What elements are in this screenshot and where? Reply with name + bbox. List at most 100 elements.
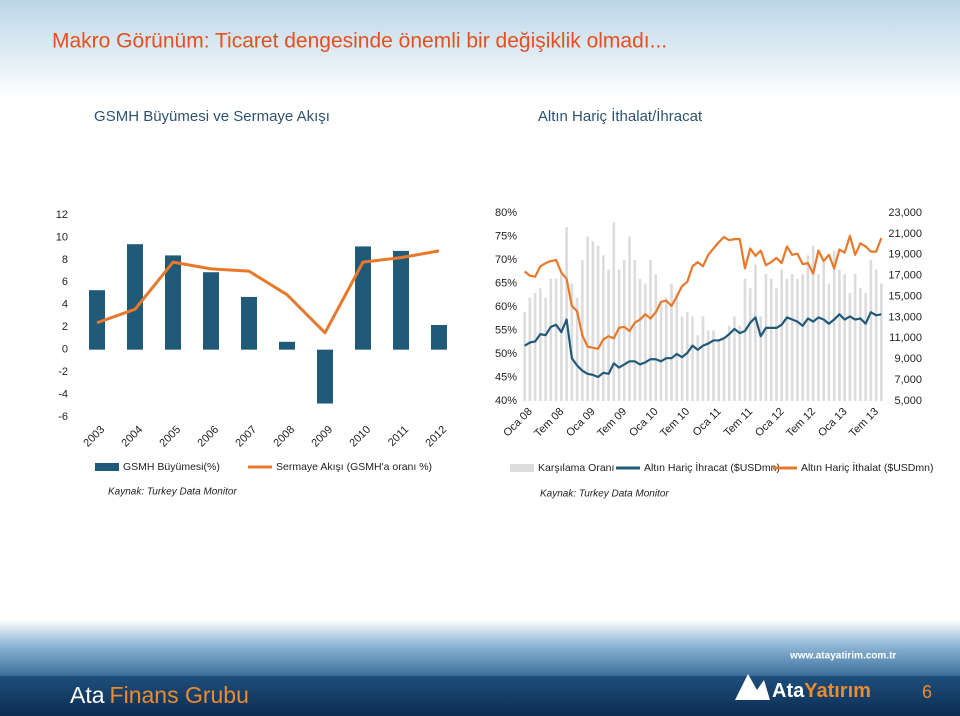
legend-label: Sermaye Akışı (GSMH'a oranı %) [276,461,432,473]
slide-title: Makro Görünüm: Ticaret dengesinde önemli… [52,30,667,53]
url: www.atayatirim.com.tr [789,651,896,662]
bar [680,316,684,401]
y2-tick-label: 15,000 [888,290,922,302]
bar [654,274,658,401]
bar [241,296,257,350]
y-tick-label: 80% [495,207,517,219]
legend-swatch [95,463,119,471]
bar [691,316,694,401]
bar [733,316,736,401]
y-tick-label: 12 [56,209,68,221]
bar [738,325,742,401]
bar [575,297,579,401]
y2-tick-label: 23,000 [888,207,922,219]
bar [706,330,710,401]
company-name: Ata Finans Grubu [70,682,249,708]
bar [827,283,831,401]
bar [659,302,663,401]
bar [393,250,409,350]
logo-icon [735,674,770,700]
y-tick-label: 60% [495,301,517,313]
legend-label: Altın Hariç İthalat ($USDmn) [801,461,933,474]
bar [717,339,721,401]
bar [638,278,642,401]
page-number: 6 [922,682,932,702]
y-tick-label: 70% [495,254,517,266]
bar [769,278,773,401]
bar [203,272,219,350]
bar [764,274,768,401]
y-tick-label: 45% [495,371,517,383]
company-b: Finans Grubu [110,682,249,708]
bar [623,260,626,401]
bar [279,341,295,350]
legend-label: GSMH Büyümesi(%) [123,461,220,473]
bar [431,324,447,350]
y-tick-label: 55% [495,324,517,336]
bar [790,274,794,401]
bar [880,283,883,401]
y2-tick-label: 17,000 [888,270,922,282]
bar [822,260,825,401]
bar [528,297,532,401]
company-a: Ata [70,682,105,708]
bar [533,292,537,401]
bar [602,255,605,401]
bar [832,250,836,401]
bar [523,311,526,401]
footer-bar [0,676,960,716]
bar [775,288,778,401]
bar [544,297,547,401]
logo-b: Yatırım [804,680,871,702]
bar [874,269,878,401]
y-tick-label: 2 [62,321,68,333]
bar [806,255,810,401]
header-band [0,0,960,100]
bar [127,244,143,350]
y2-tick-label: 21,000 [888,228,922,240]
bar [785,278,789,401]
bar [817,274,820,401]
bar [612,222,616,401]
bar [633,260,637,401]
bar [801,274,804,401]
source: Kaynak: Turkey Data Monitor [540,489,669,500]
y-tick-label: 0 [62,344,68,356]
line [96,249,440,335]
bar [696,335,700,401]
bar [712,330,715,401]
y2-tick-label: 5,000 [894,395,922,407]
bar [317,349,333,404]
bar [811,245,815,401]
bar [664,297,668,401]
bar [848,292,852,401]
footer-sky [0,620,960,676]
line [523,234,883,350]
bar [743,278,747,401]
bar [869,260,873,401]
bar [649,260,652,401]
y-tick-label: -2 [58,366,68,378]
bar [628,236,631,401]
bar [549,278,553,401]
logo: AtaYatırım [772,680,871,702]
y-tick-label: 40% [495,395,517,407]
y-tick-label: -4 [58,388,68,400]
bar [554,278,558,401]
bar [685,311,689,401]
y-tick-label: 50% [495,348,517,360]
bar [165,255,181,350]
logo-a: Ata [772,680,805,702]
bar [596,245,600,401]
bar [701,316,705,401]
legend-swatch [510,464,534,472]
bar [565,227,568,401]
line [524,311,882,379]
bar [864,292,867,401]
bar [643,283,647,401]
y-tick-label: 65% [495,277,517,289]
bar [675,292,679,401]
bar [859,288,862,401]
bar [796,278,799,401]
